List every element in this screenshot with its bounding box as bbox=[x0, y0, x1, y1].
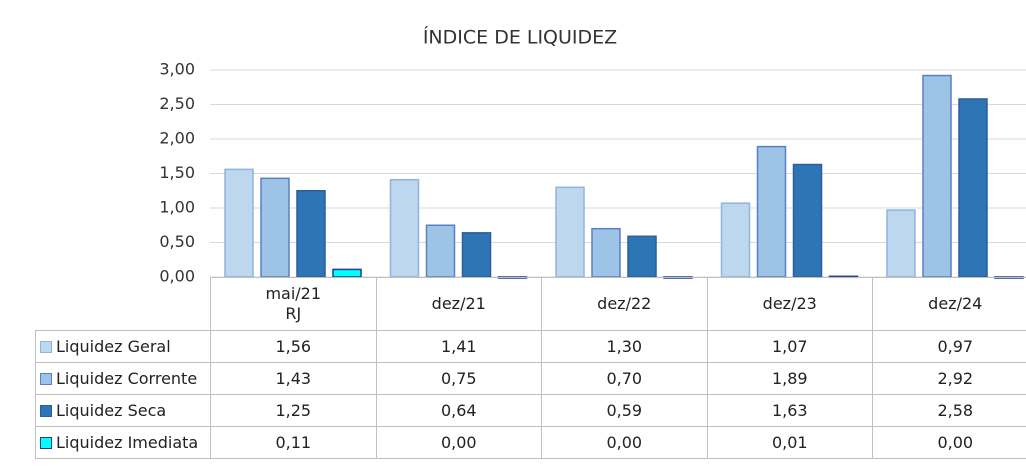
bar bbox=[958, 98, 988, 278]
legend-key bbox=[40, 436, 52, 449]
bar bbox=[792, 163, 823, 278]
legend-item: Liquidez Corrente bbox=[35, 362, 211, 395]
bar bbox=[886, 209, 916, 278]
bar bbox=[332, 268, 362, 278]
data-label: 1,56 bbox=[210, 330, 377, 363]
bar bbox=[260, 177, 290, 278]
legend-item: Liquidez Geral bbox=[35, 330, 211, 363]
legend-item: Liquidez Imediata bbox=[35, 426, 211, 459]
x-tick-label: dez/21 bbox=[375, 277, 542, 331]
bar bbox=[555, 186, 585, 278]
data-label: 0,00 bbox=[872, 426, 1026, 459]
data-label: 0,00 bbox=[375, 426, 542, 459]
y-tick-label: 1,00 bbox=[159, 198, 195, 217]
data-label: 0,97 bbox=[872, 330, 1026, 363]
data-label: 2,58 bbox=[872, 394, 1026, 427]
x-tick-label: mai/21 RJ bbox=[210, 277, 377, 331]
legend-item: Liquidez Seca bbox=[35, 394, 211, 427]
data-label: 0,01 bbox=[706, 426, 873, 459]
y-tick-label: 1,50 bbox=[159, 163, 195, 182]
x-tick-label: dez/22 bbox=[541, 277, 708, 331]
data-label: 0,00 bbox=[541, 426, 708, 459]
chart-title: ÍNDICE DE LIQUIDEZ bbox=[423, 26, 617, 49]
data-label: 0,64 bbox=[375, 394, 542, 427]
x-tick-label: dez/23 bbox=[706, 277, 873, 331]
legend-label: Liquidez Imediata bbox=[56, 432, 199, 452]
data-label: 1,89 bbox=[706, 362, 873, 395]
data-label: 0,59 bbox=[541, 394, 708, 427]
bar bbox=[296, 190, 326, 278]
y-tick-label: 3,00 bbox=[159, 60, 195, 79]
legend-label: Liquidez Seca bbox=[56, 400, 167, 420]
legend-label: Liquidez Geral bbox=[56, 336, 171, 356]
data-label: 1,25 bbox=[210, 394, 377, 427]
bar bbox=[591, 227, 621, 278]
data-label: 0,70 bbox=[541, 362, 708, 395]
data-label: 1,43 bbox=[210, 362, 377, 395]
legend-key bbox=[40, 372, 52, 385]
bar bbox=[922, 74, 952, 278]
bar bbox=[389, 178, 420, 278]
data-label: 0,75 bbox=[375, 362, 542, 395]
legend-key bbox=[40, 404, 52, 417]
legend-label: Liquidez Corrente bbox=[56, 368, 198, 388]
data-label: 0,11 bbox=[210, 426, 377, 459]
y-tick-label: 2,00 bbox=[159, 129, 195, 148]
bar bbox=[627, 235, 657, 278]
bar bbox=[756, 145, 787, 278]
bar bbox=[720, 202, 751, 278]
legend-key bbox=[40, 340, 52, 353]
x-tick-label: dez/24 bbox=[872, 277, 1026, 331]
data-label: 1,30 bbox=[541, 330, 708, 363]
bar bbox=[461, 232, 492, 278]
data-label: 1,41 bbox=[375, 330, 542, 363]
data-label: 1,07 bbox=[706, 330, 873, 363]
y-tick-label: 0,00 bbox=[159, 267, 195, 286]
bar bbox=[224, 168, 254, 278]
data-label: 2,92 bbox=[872, 362, 1026, 395]
y-tick-label: 2,50 bbox=[159, 94, 195, 113]
bar bbox=[425, 224, 456, 278]
y-tick-label: 0,50 bbox=[159, 232, 195, 251]
data-label: 1,63 bbox=[706, 394, 873, 427]
